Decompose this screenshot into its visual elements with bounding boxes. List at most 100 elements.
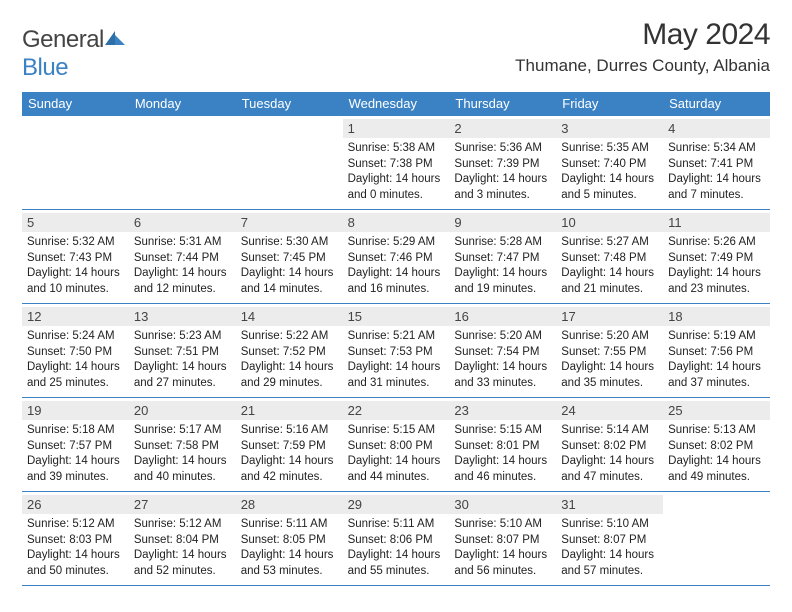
daylight-line: Daylight: 14 hours and 33 minutes. [454,360,551,391]
day-number: 8 [343,213,450,232]
sunset-line: Sunset: 8:07 PM [561,533,658,549]
sunset-line: Sunset: 7:50 PM [27,345,124,361]
sunset-line: Sunset: 7:48 PM [561,251,658,267]
week-row: 19Sunrise: 5:18 AMSunset: 7:57 PMDayligh… [22,398,770,492]
sunset-line: Sunset: 7:40 PM [561,157,658,173]
daylight-line: Daylight: 14 hours and 16 minutes. [348,266,445,297]
sunrise-line: Sunrise: 5:10 AM [454,517,551,533]
day-cell: 4Sunrise: 5:34 AMSunset: 7:41 PMDaylight… [663,116,770,209]
weekday-wednesday: Wednesday [343,92,450,116]
day-number: 14 [236,307,343,326]
sunset-line: Sunset: 7:58 PM [134,439,231,455]
day-cell: 21Sunrise: 5:16 AMSunset: 7:59 PMDayligh… [236,398,343,491]
day-number: 16 [449,307,556,326]
day-info: Sunrise: 5:11 AMSunset: 8:05 PMDaylight:… [241,517,338,579]
calendar: SundayMondayTuesdayWednesdayThursdayFrid… [22,92,770,586]
day-info: Sunrise: 5:11 AMSunset: 8:06 PMDaylight:… [348,517,445,579]
sunrise-line: Sunrise: 5:22 AM [241,329,338,345]
sunset-line: Sunset: 7:59 PM [241,439,338,455]
day-number: 20 [129,401,236,420]
day-number: 18 [663,307,770,326]
day-number: 29 [343,495,450,514]
daylight-line: Daylight: 14 hours and 56 minutes. [454,548,551,579]
daylight-line: Daylight: 14 hours and 46 minutes. [454,454,551,485]
sunset-line: Sunset: 8:04 PM [134,533,231,549]
daylight-line: Daylight: 14 hours and 55 minutes. [348,548,445,579]
day-number: 31 [556,495,663,514]
daylight-line: Daylight: 14 hours and 21 minutes. [561,266,658,297]
day-info: Sunrise: 5:20 AMSunset: 7:55 PMDaylight:… [561,329,658,391]
weekday-saturday: Saturday [663,92,770,116]
day-cell: 8 Sunrise: 5:29 AMSunset: 7:46 PMDaylight… [343,210,450,303]
sunrise-line: Sunrise: 5:19 AM [668,329,765,345]
sunrise-line: Sunrise: 5:30 AM [241,235,338,251]
weekday-header: SundayMondayTuesdayWednesdayThursdayFrid… [22,92,770,116]
sunset-line: Sunset: 8:05 PM [241,533,338,549]
logo-part1: General [22,26,104,53]
day-info: Sunrise: 5:21 AMSunset: 7:53 PMDaylight:… [348,329,445,391]
sunset-line: Sunset: 7:54 PM [454,345,551,361]
day-info: Sunrise: 5:38 AMSunset: 7:38 PMDaylight:… [348,141,445,203]
logo-text: GeneralBlue [22,26,126,82]
day-info: Sunrise: 5:30 AMSunset: 7:45 PMDaylight:… [241,235,338,297]
logo: GeneralBlue [22,26,126,82]
day-number: 22 [343,401,450,420]
day-cell: 10 Sunrise: 5:27 AMSunset: 7:48 PMDayligh… [556,210,663,303]
daylight-line: Daylight: 14 hours and 5 minutes. [561,172,658,203]
daylight-line: Daylight: 14 hours and 40 minutes. [134,454,231,485]
sunrise-line: Sunrise: 5:29 AM [348,235,445,251]
sunrise-line: Sunrise: 5:34 AM [668,141,765,157]
day-cell: 19Sunrise: 5:18 AMSunset: 7:57 PMDayligh… [22,398,129,491]
day-cell: 29 Sunrise: 5:11 AMSunset: 8:06 PMDayligh… [343,492,450,585]
day-number: 25 [663,401,770,420]
daylight-line: Daylight: 14 hours and 10 minutes. [27,266,124,297]
day-number: 10 [556,213,663,232]
day-number: 13 [129,307,236,326]
daylight-line: Daylight: 14 hours and 49 minutes. [668,454,765,485]
daylight-line: Daylight: 14 hours and 47 minutes. [561,454,658,485]
day-cell: . [22,116,129,209]
day-info: Sunrise: 5:27 AMSunset: 7:48 PMDaylight:… [561,235,658,297]
day-cell: 25Sunrise: 5:13 AMSunset: 8:02 PMDayligh… [663,398,770,491]
month-title: May 2024 [515,18,770,52]
sunset-line: Sunset: 7:53 PM [348,345,445,361]
day-info: Sunrise: 5:31 AMSunset: 7:44 PMDaylight:… [134,235,231,297]
sunset-line: Sunset: 8:02 PM [668,439,765,455]
day-number: 6 [129,213,236,232]
day-info: Sunrise: 5:15 AMSunset: 8:01 PMDaylight:… [454,423,551,485]
sunset-line: Sunset: 8:06 PM [348,533,445,549]
sunset-line: Sunset: 7:57 PM [27,439,124,455]
day-number: 9 [449,213,556,232]
sunrise-line: Sunrise: 5:12 AM [27,517,124,533]
daylight-line: Daylight: 14 hours and 3 minutes. [454,172,551,203]
sunset-line: Sunset: 7:46 PM [348,251,445,267]
day-cell: . [129,116,236,209]
sunrise-line: Sunrise: 5:24 AM [27,329,124,345]
day-cell: . [663,492,770,585]
day-info: Sunrise: 5:26 AMSunset: 7:49 PMDaylight:… [668,235,765,297]
day-number: 11 [663,213,770,232]
day-number: 5 [22,213,129,232]
title-block: May 2024 Thumane, Durres County, Albania [515,18,770,76]
weekday-monday: Monday [129,92,236,116]
daylight-line: Daylight: 14 hours and 31 minutes. [348,360,445,391]
day-info: Sunrise: 5:22 AMSunset: 7:52 PMDaylight:… [241,329,338,391]
day-info: Sunrise: 5:10 AMSunset: 8:07 PMDaylight:… [561,517,658,579]
day-info: Sunrise: 5:23 AMSunset: 7:51 PMDaylight:… [134,329,231,391]
daylight-line: Daylight: 14 hours and 44 minutes. [348,454,445,485]
day-number: 28 [236,495,343,514]
sunrise-line: Sunrise: 5:17 AM [134,423,231,439]
week-row: ...1Sunrise: 5:38 AMSunset: 7:38 PMDayli… [22,116,770,210]
daylight-line: Daylight: 14 hours and 52 minutes. [134,548,231,579]
sunset-line: Sunset: 7:47 PM [454,251,551,267]
location: Thumane, Durres County, Albania [515,56,770,76]
sunrise-line: Sunrise: 5:38 AM [348,141,445,157]
day-cell: 1Sunrise: 5:38 AMSunset: 7:38 PMDaylight… [343,116,450,209]
sunrise-line: Sunrise: 5:35 AM [561,141,658,157]
day-info: Sunrise: 5:32 AMSunset: 7:43 PMDaylight:… [27,235,124,297]
header: GeneralBlue May 2024 Thumane, Durres Cou… [22,18,770,82]
week-row: 26Sunrise: 5:12 AMSunset: 8:03 PMDayligh… [22,492,770,586]
weekday-sunday: Sunday [22,92,129,116]
day-info: Sunrise: 5:14 AMSunset: 8:02 PMDaylight:… [561,423,658,485]
day-cell: 30Sunrise: 5:10 AMSunset: 8:07 PMDayligh… [449,492,556,585]
